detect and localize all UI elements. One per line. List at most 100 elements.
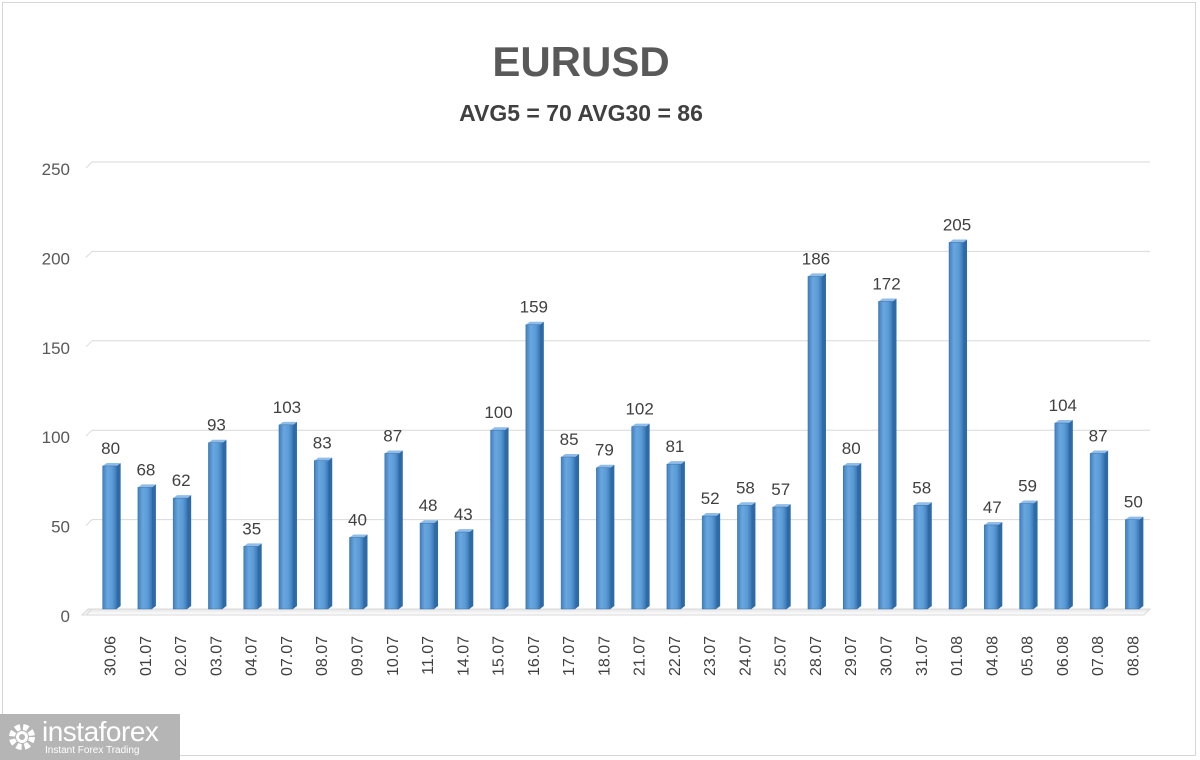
bar-side: [751, 502, 756, 609]
x-tick-label: 17.07: [561, 636, 578, 676]
bar: [772, 506, 787, 610]
x-tick-label: 14.07: [455, 636, 472, 676]
gridline-depth: [85, 608, 93, 616]
bar: [384, 453, 400, 610]
data-label: 50: [1124, 493, 1143, 512]
data-label: 52: [701, 489, 720, 508]
data-label: 43: [454, 505, 473, 524]
bar: [948, 242, 964, 610]
bar-top: [384, 450, 403, 454]
bar: [596, 467, 611, 610]
x-tick-label: 15.07: [491, 636, 508, 676]
x-tick-label: 24.07: [737, 636, 754, 676]
bar: [490, 429, 505, 610]
data-label: 48: [419, 496, 438, 515]
bar: [984, 524, 999, 610]
bar: [1019, 503, 1034, 610]
x-tick-label: 08.07: [314, 636, 331, 676]
bar: [631, 426, 646, 610]
gridline-depth: [85, 340, 93, 348]
data-label: 47: [983, 498, 1002, 517]
gridline-depth: [85, 251, 93, 258]
bar-side: [1068, 420, 1073, 609]
bar-top: [1019, 500, 1038, 504]
bar-side: [504, 427, 509, 609]
bar-top: [1054, 420, 1073, 424]
logo-name: instaforex: [42, 716, 159, 747]
data-label: 87: [1089, 426, 1108, 445]
x-tick-label: 01.07: [138, 636, 155, 676]
bar-top: [913, 502, 932, 506]
bar-side: [645, 423, 650, 609]
logo-tagline: Instant Forex Trading: [45, 745, 140, 756]
y-tick-label: 250: [42, 160, 70, 179]
y-tick-label: 50: [51, 518, 70, 537]
bar-top: [314, 457, 333, 461]
bar-side: [292, 421, 297, 609]
bar: [913, 505, 929, 610]
x-tick-label: 22.07: [667, 636, 684, 676]
bar: [455, 531, 470, 610]
data-label: 57: [771, 480, 790, 499]
bar: [560, 456, 576, 610]
x-tick-label: 01.08: [949, 636, 966, 676]
bar: [525, 324, 541, 610]
data-label: 85: [560, 430, 579, 449]
bar-side: [469, 529, 474, 609]
x-tick-label: 31.07: [914, 636, 931, 676]
data-label: 59: [1018, 477, 1037, 496]
bar-side: [328, 457, 333, 609]
x-tick-label: 06.08: [1055, 636, 1072, 676]
bar-side: [892, 298, 897, 609]
bar: [349, 537, 364, 610]
bar-side: [998, 521, 1003, 609]
bar: [842, 465, 858, 610]
gridline-depth: [85, 429, 93, 437]
bar: [737, 505, 752, 610]
bar-side: [963, 239, 968, 609]
bar-top: [490, 427, 509, 431]
bar-top: [243, 543, 262, 547]
bar-side: [434, 520, 439, 609]
x-tick-label: 30.07: [879, 636, 896, 676]
instaforex-logo: instaforex Instant Forex Trading: [0, 714, 180, 760]
bar-top: [596, 464, 615, 468]
x-tick-label: 02.07: [173, 636, 190, 676]
y-tick-label: 0: [61, 607, 70, 626]
bar-top: [349, 534, 368, 538]
bar-top: [772, 504, 791, 508]
bar-side: [610, 464, 615, 609]
x-tick-label: 16.07: [526, 636, 543, 676]
data-label: 172: [872, 274, 900, 293]
data-label: 102: [625, 400, 653, 419]
bar: [172, 497, 188, 610]
bar-side: [398, 450, 403, 609]
bar-top: [807, 273, 826, 277]
y-tick-label: 150: [42, 339, 70, 358]
bar-side: [680, 461, 685, 609]
x-tick-label: 11.07: [420, 636, 437, 675]
bar: [666, 463, 682, 610]
bar-side: [821, 273, 826, 609]
data-label: 93: [207, 416, 226, 435]
bar-top: [631, 423, 650, 427]
x-tick-label: 08.08: [1125, 636, 1142, 676]
bar-side: [716, 513, 721, 609]
data-label: 159: [520, 298, 548, 317]
chart-floor: [80, 608, 1152, 616]
x-tick-label: 30.06: [103, 636, 120, 676]
bar-side: [187, 495, 192, 609]
bar-top: [1090, 450, 1109, 454]
bar-top: [525, 321, 544, 325]
data-label: 79: [595, 441, 614, 460]
x-tick-label: 04.07: [244, 636, 261, 676]
bar-top: [455, 529, 474, 533]
x-tick-label: 04.08: [984, 636, 1001, 676]
bar-side: [1104, 450, 1109, 609]
data-label: 103: [273, 398, 301, 417]
bar: [807, 276, 823, 610]
bar: [1125, 519, 1140, 610]
data-label: 40: [348, 510, 367, 529]
bar: [102, 465, 117, 610]
